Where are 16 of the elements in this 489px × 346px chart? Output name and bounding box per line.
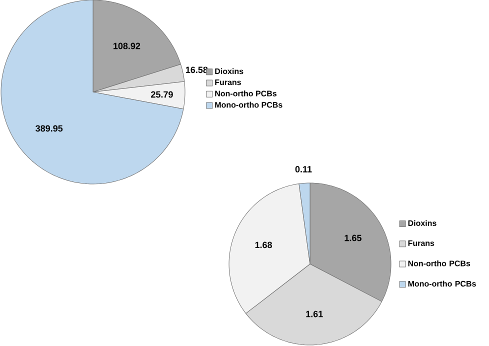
data-label: 0.11: [295, 166, 312, 172]
data-label: 1.61: [306, 310, 323, 318]
legend-label: Non-ortho PCBs: [215, 90, 277, 96]
legend-label: Non-ortho PCBs: [408, 260, 470, 266]
data-label: 108.92: [114, 42, 140, 50]
data-label: 389.95: [36, 125, 63, 132]
data-label: 25.79: [151, 91, 173, 98]
legend-label: Mono-ortho PCBs: [215, 102, 282, 108]
legend-label: Dioxins: [408, 220, 436, 226]
legend-label: Mono-ortho PCBs: [408, 280, 476, 287]
data-label: 1.68: [255, 242, 272, 248]
legend-label: Furans: [215, 80, 241, 86]
legend-label: Furans: [408, 240, 434, 246]
legend-label: Dioxins: [215, 68, 244, 74]
data-label: 1.65: [344, 234, 362, 242]
data-label: 16.58: [186, 66, 208, 74]
